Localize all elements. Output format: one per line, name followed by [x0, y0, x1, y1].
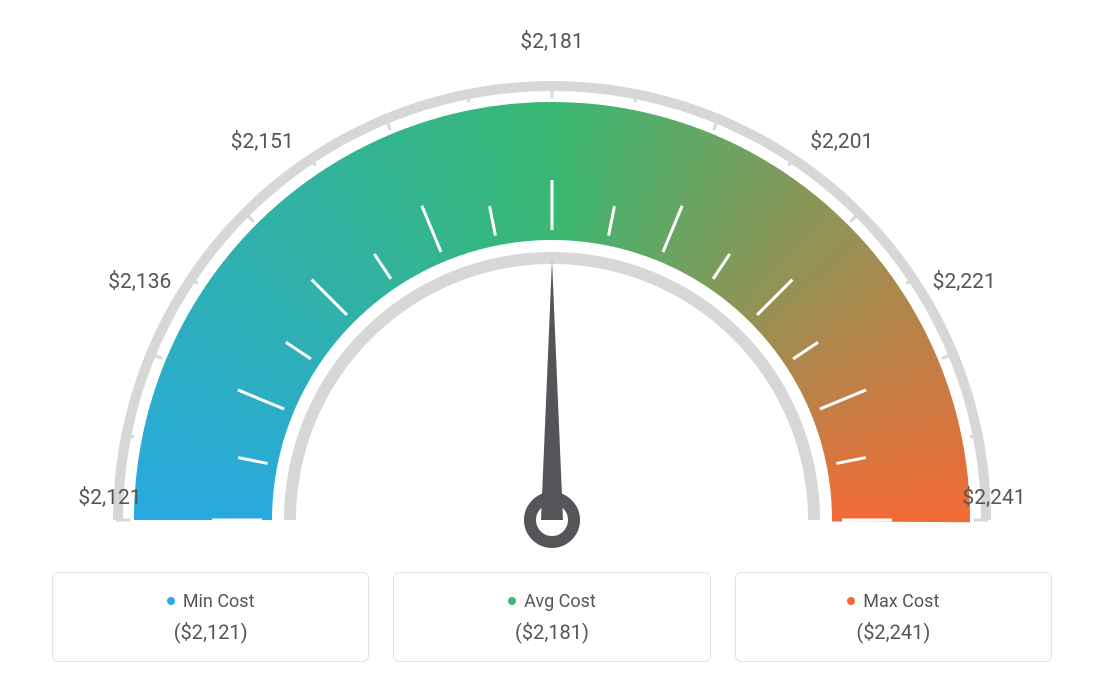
gauge-tick-label: $2,201 [810, 130, 873, 154]
legend-label-text: Avg Cost [524, 591, 596, 612]
legend-value-avg: ($2,181) [515, 620, 589, 644]
gauge-tick-label: $2,136 [108, 270, 171, 294]
gauge-tick-label: $2,181 [520, 30, 583, 54]
gauge-tick-label: $2,121 [78, 486, 141, 510]
legend-box-max: Max Cost ($2,241) [735, 572, 1052, 662]
legend: Min Cost ($2,121) Avg Cost ($2,181) Max … [52, 572, 1052, 662]
legend-label-text: Min Cost [183, 591, 255, 612]
legend-label-text: Max Cost [863, 591, 939, 612]
gauge-chart: $2,121 $2,136 $2,151 $2,181 $2,201 $2,221 $2,2… [0, 0, 1104, 560]
dot-icon [167, 597, 175, 605]
legend-box-avg: Avg Cost ($2,181) [393, 572, 710, 662]
gauge-tick-label: $2,151 [231, 130, 294, 154]
legend-label-avg: Avg Cost [508, 591, 596, 612]
legend-value-min: ($2,121) [174, 620, 248, 644]
gauge-tick-label: $2,221 [933, 270, 996, 294]
legend-label-max: Max Cost [847, 591, 939, 612]
legend-value-max: ($2,241) [856, 620, 930, 644]
legend-box-min: Min Cost ($2,121) [52, 572, 369, 662]
dot-icon [847, 597, 855, 605]
legend-label-min: Min Cost [167, 591, 255, 612]
cost-gauge-widget: $2,121 $2,136 $2,151 $2,181 $2,201 $2,221 $2,2… [0, 0, 1104, 690]
dot-icon [508, 597, 516, 605]
gauge-tick-label: $2,241 [962, 486, 1025, 510]
